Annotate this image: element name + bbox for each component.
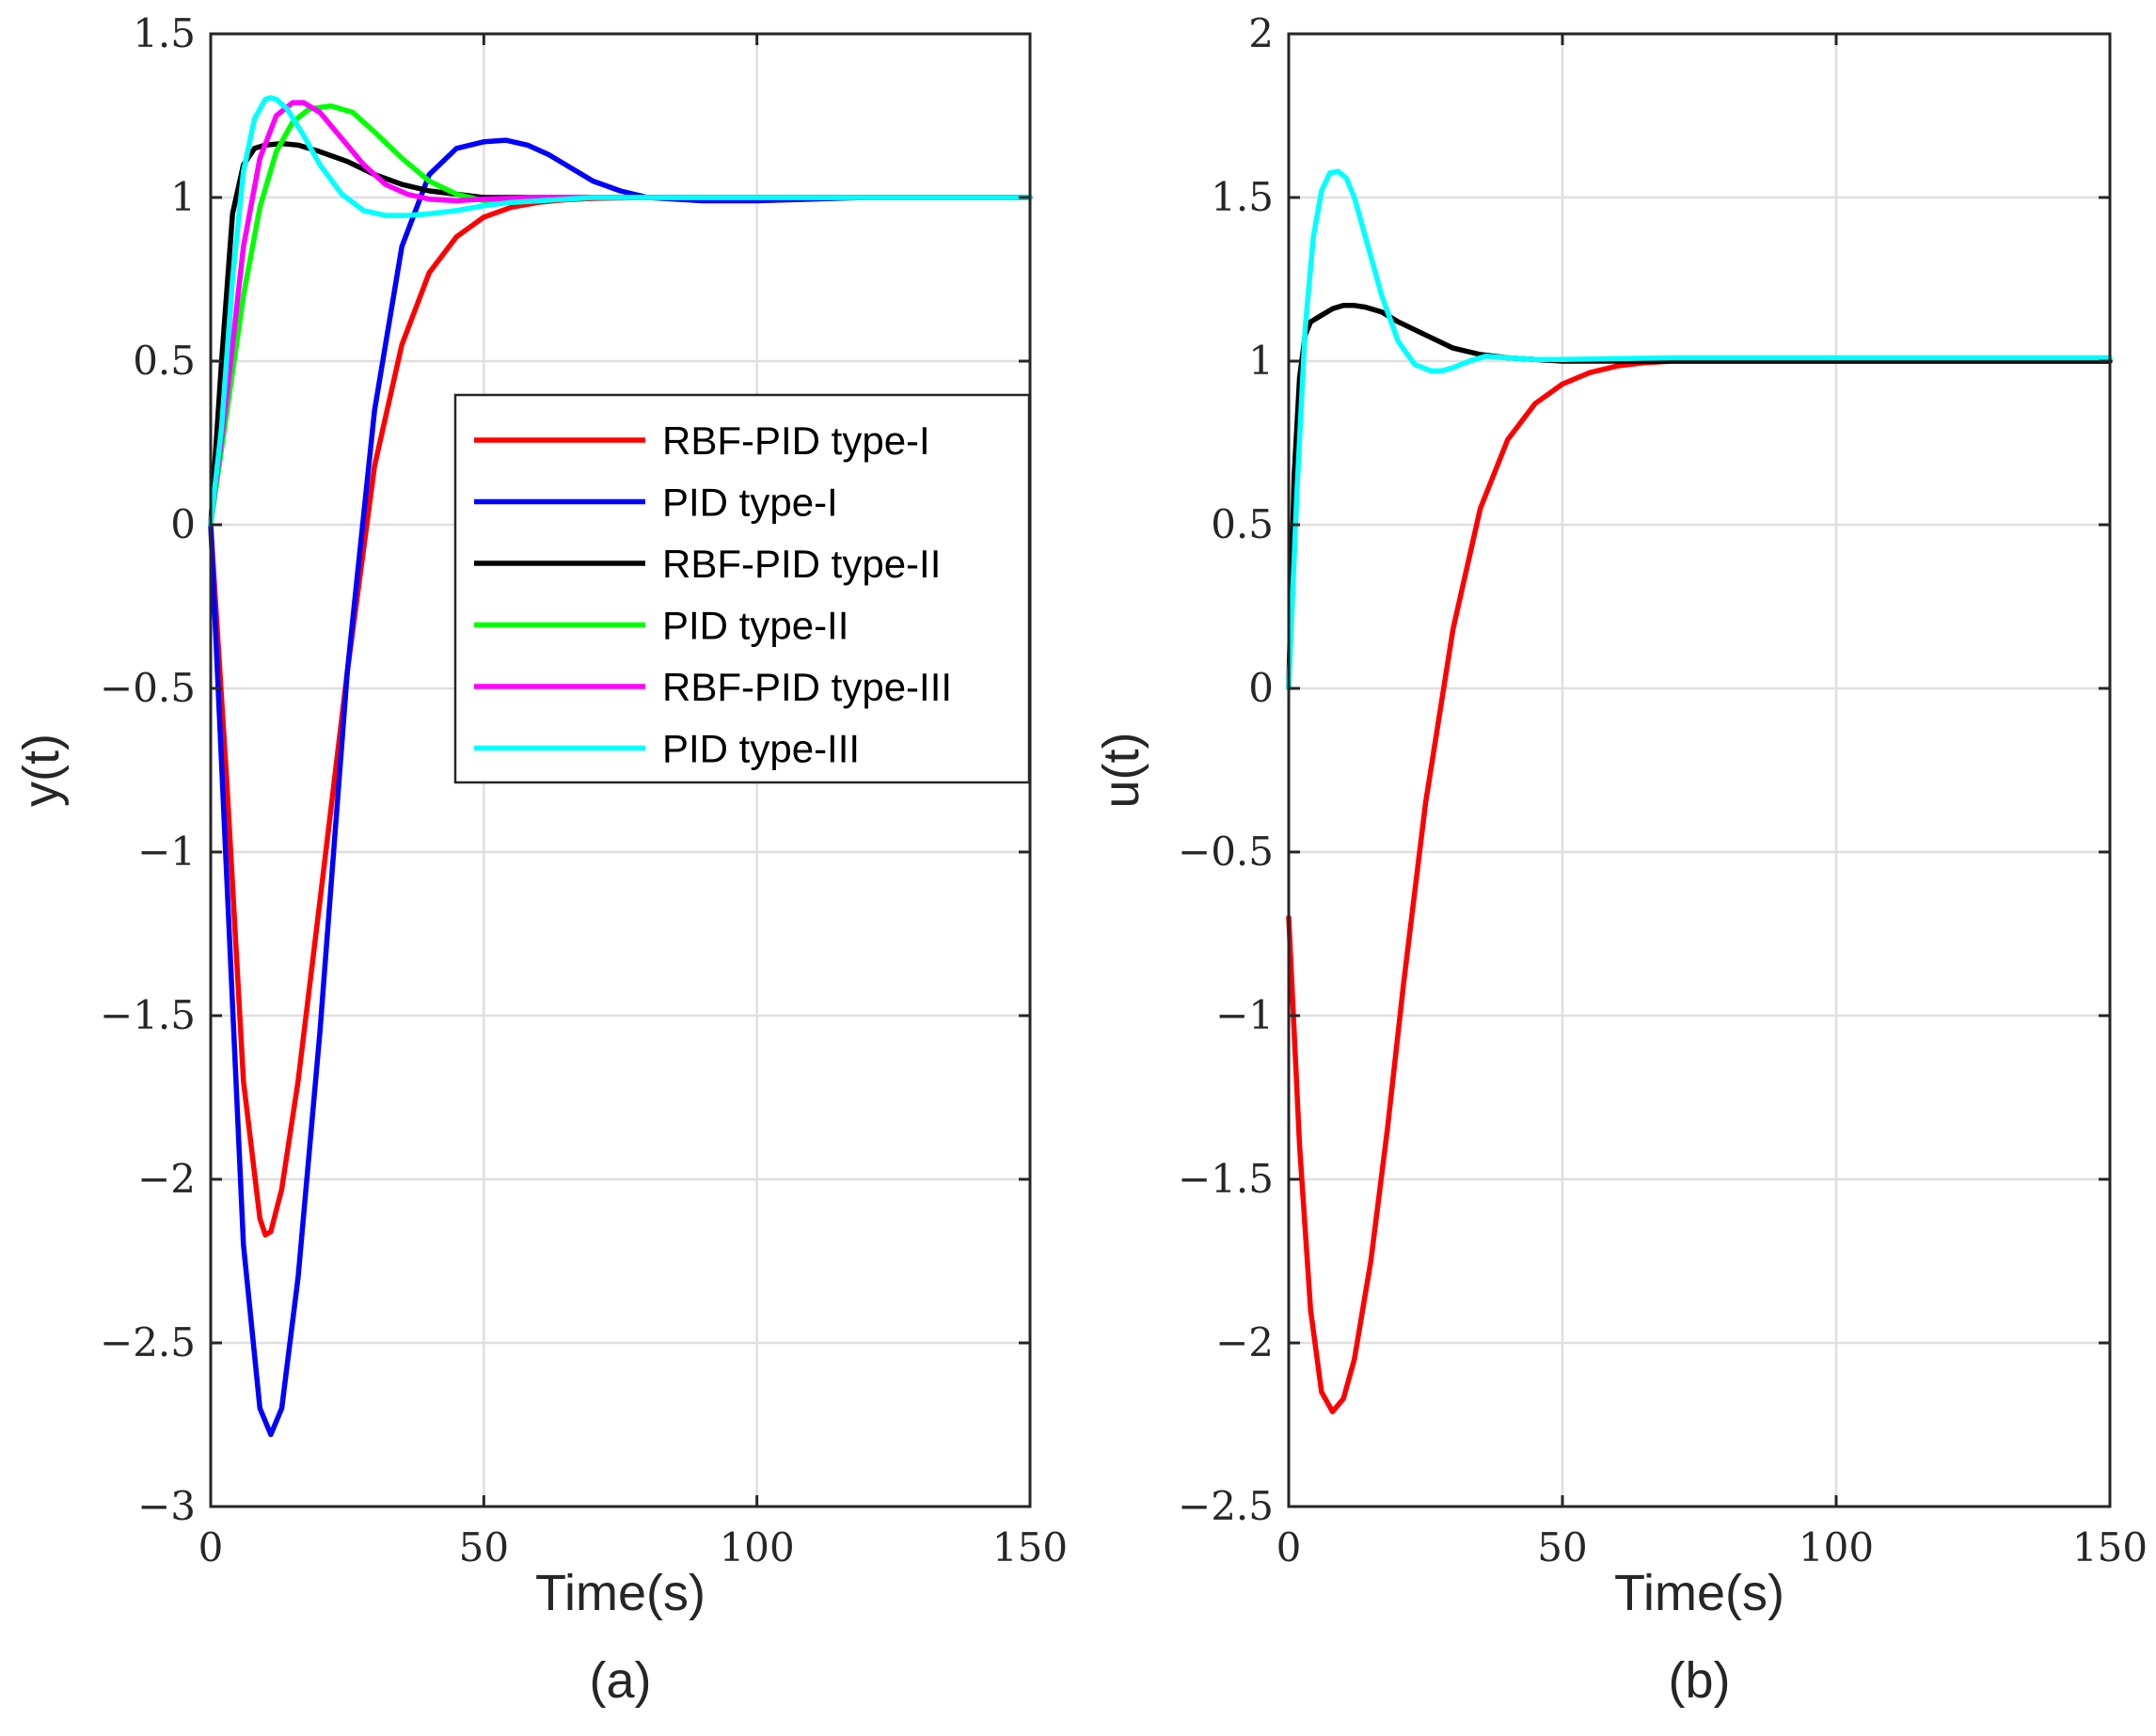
legend-label: PID type-III <box>662 727 860 771</box>
x-tick-label: 100 <box>720 1524 795 1570</box>
x-tick-label: 150 <box>2072 1524 2148 1570</box>
legend-box <box>453 393 1031 784</box>
legend-label: PID type-I <box>662 481 838 525</box>
y-tick-label: 0.5 <box>1211 501 1274 547</box>
y-tick-label: 0 <box>170 501 196 547</box>
y-tick-label: −1 <box>1215 992 1274 1038</box>
y-tick-label: 1 <box>170 174 196 220</box>
y-tick-label: −3 <box>137 1483 196 1529</box>
y-tick-label: −2 <box>1215 1319 1274 1365</box>
y-tick-label: −0.5 <box>100 665 196 711</box>
series-line-pid-type-iii <box>208 95 1033 528</box>
x-axis-label: Time(s) <box>1614 1565 1784 1621</box>
panel-caption: (b) <box>1669 1652 1731 1709</box>
legend-label: RBF-PID type-III <box>662 665 952 709</box>
y-tick-label: 2 <box>1248 10 1274 56</box>
plot-area <box>1289 34 2110 1507</box>
y-tick-label: −2.5 <box>100 1319 196 1365</box>
x-tick-label: 50 <box>1537 1524 1587 1570</box>
x-tick-label: 100 <box>1799 1524 1874 1570</box>
y-axis-label: y(t) <box>13 734 70 807</box>
y-tick-label: 0 <box>1248 665 1274 711</box>
legend-label: RBF-PID type-II <box>662 542 941 586</box>
y-tick-label: 1.5 <box>1211 174 1274 220</box>
x-tick-label: 0 <box>198 1524 224 1570</box>
y-tick-label: 1 <box>1248 338 1274 384</box>
series-line-rbf-pid-type-iii <box>208 100 1033 528</box>
series-line-pid-type-i <box>208 137 1033 1438</box>
x-tick-label: 0 <box>1276 1524 1302 1570</box>
x-tick-label: 150 <box>992 1524 1068 1570</box>
legend-label: PID type-II <box>662 604 848 648</box>
y-tick-label: −2 <box>137 1156 196 1202</box>
y-tick-label: −1.5 <box>100 992 196 1038</box>
series-line-cyan <box>1286 168 2113 691</box>
panel-a: 0 50 100 150 −3 −2.5 −2 −1.5 −1 −0.5 0 0.5 1 1.5 Time(… <box>13 10 1068 1709</box>
x-axis-label: Time(s) <box>535 1565 705 1621</box>
y-tick-label: −1 <box>137 829 196 875</box>
legend: RBF-PID type-I PID type-I RBF-PID type-II P… <box>453 393 1031 784</box>
y-tick-label: −2.5 <box>1178 1483 1274 1529</box>
y-tick-label: 0.5 <box>133 338 196 384</box>
axes-frame <box>1287 32 2112 1508</box>
legend-label: RBF-PID type-I <box>662 418 930 463</box>
y-tick-label: −1.5 <box>1178 1156 1274 1202</box>
panel-b: 0 50 100 150 −2.5 −2 −1.5 −1 −0.5 0 0.5 1 1.5 2 Time(s… <box>1093 10 2148 1709</box>
panel-caption: (a) <box>590 1652 652 1709</box>
x-tick-label: 50 <box>459 1524 509 1570</box>
y-axis-label: u(t) <box>1093 733 1149 809</box>
y-tick-label: −0.5 <box>1178 829 1274 875</box>
y-tick-label: 1.5 <box>133 10 196 56</box>
